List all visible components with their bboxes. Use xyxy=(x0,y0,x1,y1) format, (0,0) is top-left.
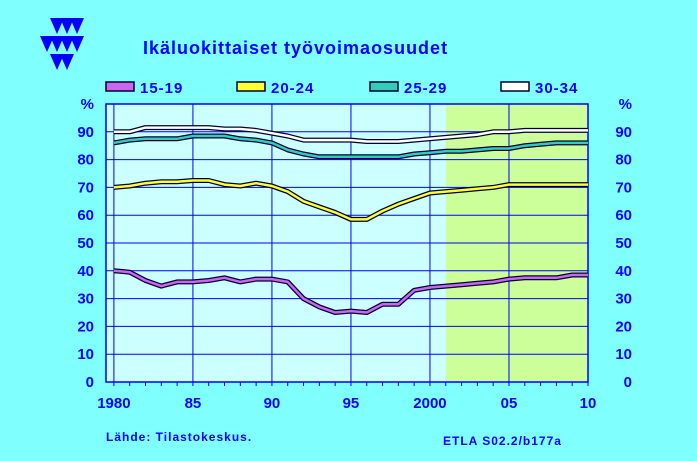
logo-triangle xyxy=(50,18,64,34)
plot-area: 0 0 10 10 20 20 30 30 40 40 50 50 60 60 70 70 80 80 90 90%%… xyxy=(77,96,632,412)
source-note: Lähde: Tilastokeskus. xyxy=(106,430,252,444)
series-15-19 xyxy=(113,268,588,315)
series-20-24 xyxy=(113,178,588,222)
legend-label: 25-29 xyxy=(404,80,447,97)
y-tick-label-right: 70 xyxy=(615,179,632,196)
logo-triangle xyxy=(70,18,84,34)
series-30-34 xyxy=(113,125,588,144)
y-tick-label-left: 80 xyxy=(77,152,94,169)
y-tick-label-right: 10 xyxy=(615,346,632,363)
y-tick-label-right: 60 xyxy=(615,207,632,224)
y-tick-label-left: 30 xyxy=(77,291,94,308)
legend-swatch xyxy=(369,81,399,92)
plot-frame xyxy=(105,103,589,383)
y-tick-label-left: 40 xyxy=(77,263,94,280)
y-tick-label-right: 20 xyxy=(615,318,632,335)
y-tick-label-left: 90 xyxy=(77,124,94,141)
y-tick-label-left: 0 xyxy=(86,374,94,391)
x-tick-label: 85 xyxy=(185,395,202,412)
y-tick-label-right: 50 xyxy=(615,235,632,252)
series-line xyxy=(113,134,588,159)
series-line xyxy=(113,269,588,314)
x-tick-label: 95 xyxy=(343,395,360,412)
logo-triangle xyxy=(40,36,54,52)
y-tick-label-right: 0 xyxy=(624,374,632,391)
y-tick-label-right: 30 xyxy=(615,291,632,308)
series-line xyxy=(113,179,588,221)
legend: 15-19 20-24 25-29 30-34 xyxy=(105,80,578,97)
x-tick-label: 90 xyxy=(264,395,281,412)
logo-triangle xyxy=(60,36,74,52)
y-tick-label-left: 70 xyxy=(77,179,94,196)
etla-logo-icon xyxy=(40,18,84,70)
chart-title: Ikäluokittaiset työvoimaosuudet xyxy=(143,38,448,58)
legend-label: 30-34 xyxy=(535,80,578,97)
x-tick-label: 05 xyxy=(501,395,518,412)
logo-triangle xyxy=(50,36,64,52)
y-tick-label-left: 50 xyxy=(77,235,94,252)
x-tick-label: 1980 xyxy=(97,395,130,412)
series-25-29 xyxy=(113,133,588,160)
chart-code: ETLA S02.2/b177a xyxy=(443,434,562,448)
y-tick-label-left: 10 xyxy=(77,346,94,363)
legend-swatch xyxy=(236,81,266,92)
y-tick-label-left: 20 xyxy=(77,318,94,335)
y-tick-label-left: 60 xyxy=(77,207,94,224)
y-tick-label-right: 40 xyxy=(615,263,632,280)
y-tick-label-right: 80 xyxy=(615,152,632,169)
x-tick-label: 2000 xyxy=(413,395,446,412)
legend-swatch xyxy=(500,81,530,92)
legend-label: 20-24 xyxy=(271,80,314,97)
y-unit-label-left: % xyxy=(81,96,94,113)
legend-swatch xyxy=(105,81,135,92)
series-line xyxy=(113,126,588,143)
legend-label: 15-19 xyxy=(140,80,183,97)
logo-triangle xyxy=(50,54,64,70)
y-tick-label-right: 90 xyxy=(615,124,632,141)
x-tick-label: 10 xyxy=(580,395,597,412)
logo-triangle xyxy=(70,36,84,52)
y-unit-label-right: % xyxy=(619,96,632,113)
logo-triangle xyxy=(60,18,74,34)
logo-triangle xyxy=(60,54,74,70)
